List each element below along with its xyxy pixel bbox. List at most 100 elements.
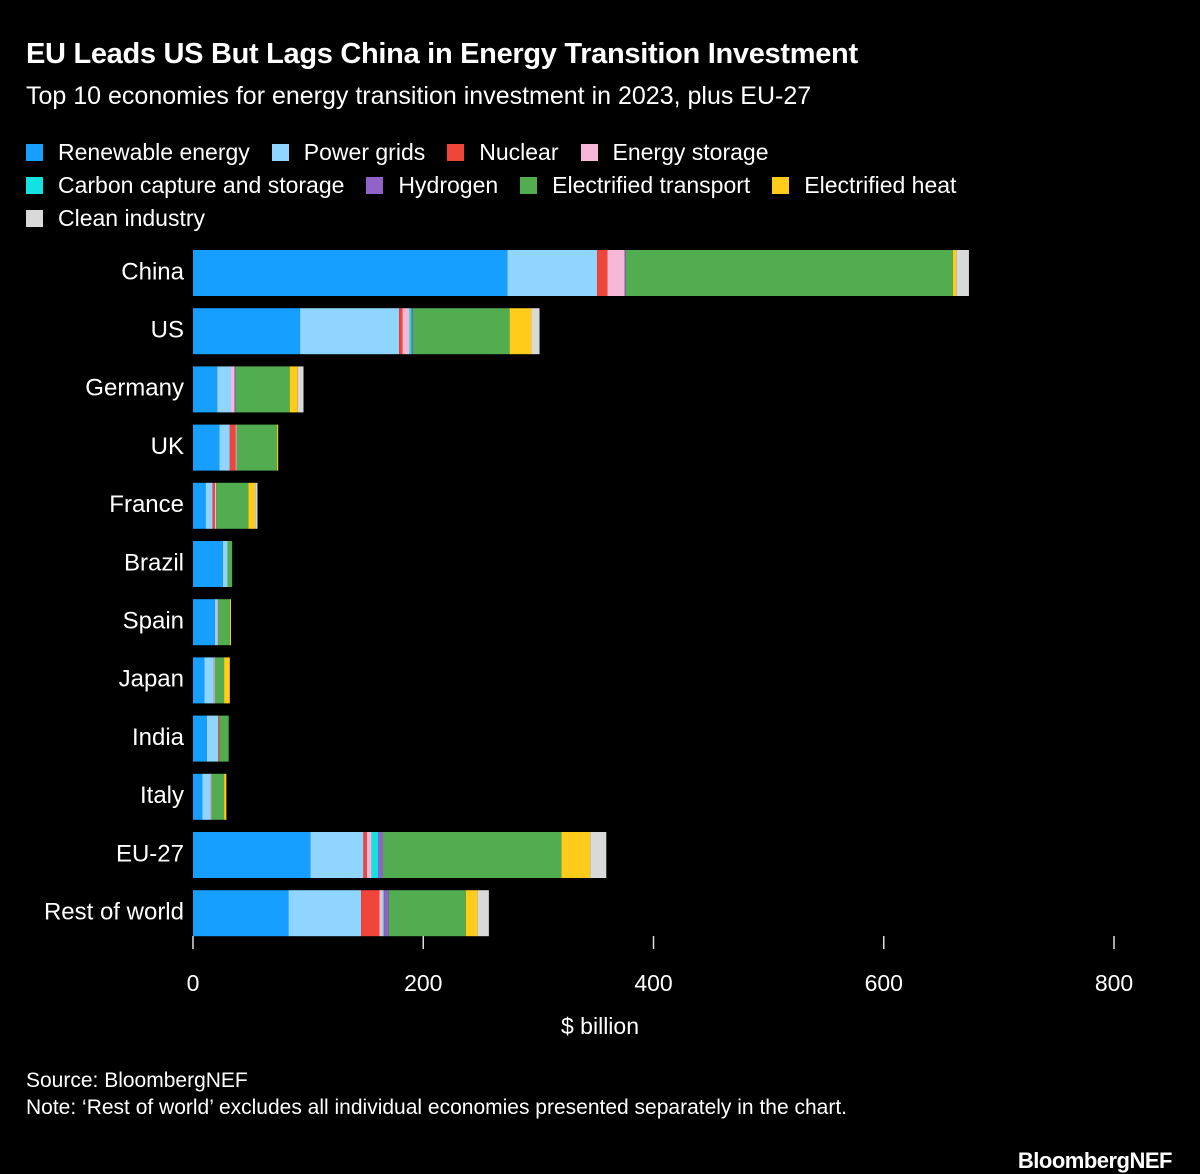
bar-segment	[214, 482, 217, 529]
bar-segment	[213, 657, 215, 704]
legend-label: Energy storage	[612, 139, 769, 165]
note: Note: ‘Rest of world’ excludes all indiv…	[26, 1096, 847, 1119]
bar-segment	[205, 482, 213, 529]
bar-segment	[210, 773, 212, 820]
legend-label: Electrified heat	[804, 172, 957, 198]
legend-item: Hydrogen	[366, 169, 498, 202]
bar-segment	[193, 832, 311, 878]
legend-label: Carbon capture and storage	[58, 172, 345, 198]
bar-segment	[607, 250, 625, 296]
legend-item: Electrified transport	[520, 169, 750, 202]
legend-swatch	[366, 177, 384, 194]
bar-segment	[193, 773, 203, 820]
legend: Renewable energy Power grids Nuclear Energy…	[26, 136, 1126, 235]
legend-item: Clean industry	[26, 202, 205, 235]
y-tick-label: Italy	[140, 782, 184, 809]
bar-segment	[388, 890, 466, 937]
bar-segment	[193, 250, 508, 296]
bar-segment	[212, 482, 215, 529]
bar-segment	[300, 308, 400, 355]
x-tick-label: 0	[187, 970, 200, 996]
bar-segment	[411, 308, 413, 355]
bar-segment	[310, 832, 364, 878]
bar-segment	[371, 832, 379, 878]
y-tick-label: Germany	[85, 375, 184, 402]
bar-segment	[625, 250, 953, 296]
legend-swatch	[520, 177, 538, 194]
legend-swatch	[26, 144, 43, 161]
x-tick-label: 400	[634, 970, 672, 996]
legend-label: Hydrogen	[398, 172, 499, 198]
bar-segment	[509, 308, 532, 355]
bar-segment	[193, 599, 215, 646]
bar-segment	[379, 890, 383, 937]
bar-segment	[202, 773, 211, 820]
bar-segment	[361, 890, 380, 937]
bar-segment	[229, 599, 231, 646]
bar-segment	[531, 308, 540, 355]
legend-label: Power grids	[303, 139, 426, 165]
legend-item: Renewable energy	[26, 136, 250, 169]
bar-segment	[214, 657, 225, 704]
y-tick-label: China	[121, 258, 184, 285]
legend-item: Carbon capture and storage	[26, 169, 344, 202]
legend-item: Energy storage	[580, 136, 769, 169]
bar-segment	[288, 890, 362, 937]
y-tick-label: EU-27	[116, 840, 184, 867]
bar-segment	[289, 366, 298, 413]
legend-label: Renewable energy	[58, 139, 250, 165]
x-tick-label: 800	[1095, 970, 1133, 996]
bar-segment	[409, 308, 412, 355]
bar-segment	[248, 482, 256, 529]
bar-segment	[382, 832, 562, 878]
logo: BloombergNEF	[1017, 1148, 1173, 1173]
legend-label: Electrified transport	[552, 172, 751, 198]
bar-segment	[956, 250, 969, 296]
bar-segment	[193, 482, 206, 529]
bar-segment	[214, 599, 218, 646]
legend-item: Power grids	[271, 136, 426, 169]
bar-segment	[229, 424, 236, 471]
bar-segment	[952, 250, 957, 296]
bar-segment	[561, 832, 591, 878]
legend-swatch	[772, 177, 790, 194]
bar-segment	[216, 482, 249, 529]
bar-segment	[384, 890, 389, 937]
bar-segment	[465, 890, 478, 937]
bar-segment	[193, 715, 207, 762]
bar-segment	[235, 424, 237, 471]
y-tick-label: Rest of world	[44, 899, 184, 926]
y-tick-label: Spain	[123, 608, 184, 635]
bar-segment	[193, 541, 223, 587]
bar-segment	[219, 715, 229, 762]
bar-segment	[218, 599, 230, 646]
bar-segment	[412, 308, 510, 355]
bar-segment	[597, 250, 608, 296]
legend-item: Electrified heat	[772, 169, 956, 202]
bar-segment	[378, 832, 383, 878]
chart-subtitle: Top 10 economies for energy transition i…	[26, 82, 812, 110]
y-tick-label: Brazil	[124, 549, 184, 576]
bar-segment	[255, 482, 258, 529]
bar-segment	[227, 541, 233, 587]
bar-segment	[230, 366, 235, 413]
bar-segment	[366, 832, 372, 878]
chart-title: EU Leads US But Lags China in Energy Tra…	[26, 38, 858, 70]
y-tick-label: India	[132, 724, 185, 751]
bar-segment	[193, 890, 289, 937]
bar-segment	[193, 657, 205, 704]
bar-segment	[507, 250, 598, 296]
bar-segment	[236, 424, 278, 471]
bar-segment	[477, 890, 489, 937]
bar-segment	[206, 715, 219, 762]
bar-segment	[277, 424, 279, 471]
bar-segment	[217, 366, 231, 413]
legend-swatch	[580, 144, 598, 161]
bar-segment	[222, 541, 228, 587]
legend-item: Nuclear	[447, 136, 559, 169]
bar-segment	[297, 366, 304, 413]
bar-segment	[193, 366, 218, 413]
x-tick-label: 200	[404, 970, 442, 996]
